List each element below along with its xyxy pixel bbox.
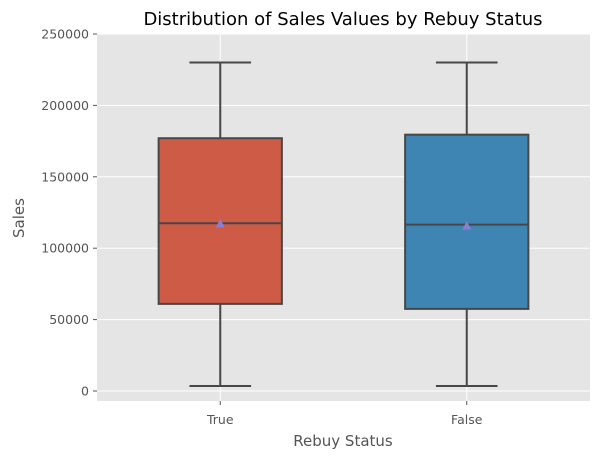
y-tick-label: 100000 — [41, 241, 89, 256]
boxes-layer — [157, 61, 530, 388]
x-tick-label: True — [206, 412, 234, 427]
y-axis-ticks: 0 50000 100000 150000 200000 250000 — [41, 27, 97, 399]
box-group-false — [404, 61, 530, 388]
chart-title: Distribution of Sales Values by Rebuy St… — [143, 9, 542, 30]
x-axis-label: Rebuy Status — [293, 432, 393, 450]
x-tick-label: False — [451, 412, 483, 427]
y-tick-label: 0 — [81, 384, 89, 399]
y-tick-label: 50000 — [49, 312, 89, 327]
x-axis-ticks: True False — [206, 401, 483, 427]
y-tick-label: 200000 — [41, 98, 89, 113]
mean-marker — [462, 221, 472, 230]
y-tick-label: 250000 — [41, 27, 89, 42]
box-group-true — [157, 61, 283, 388]
y-axis-label: Sales — [10, 198, 28, 238]
mean-marker — [215, 218, 225, 228]
y-tick-label: 150000 — [41, 169, 89, 184]
